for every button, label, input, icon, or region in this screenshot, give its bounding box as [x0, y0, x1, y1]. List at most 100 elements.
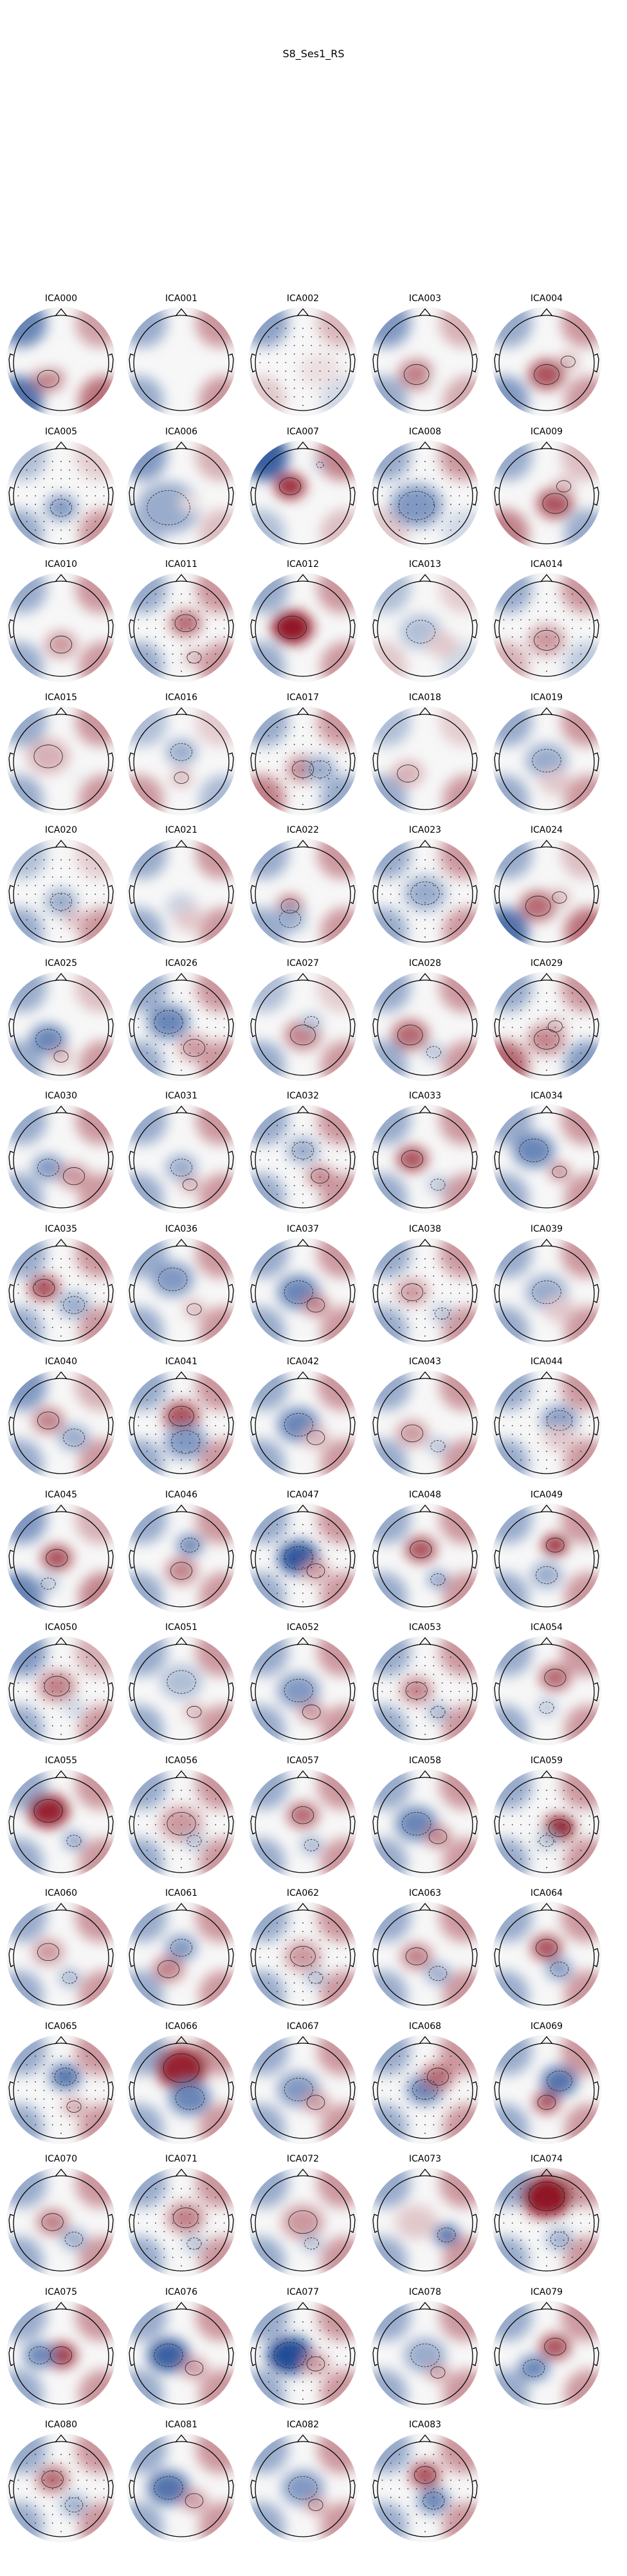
sensor-dot	[390, 2505, 392, 2507]
component-title: ICA080	[44, 2420, 78, 2430]
sensor-dot	[35, 919, 36, 921]
sensor-dot	[424, 1309, 426, 1311]
sensor-dot	[268, 353, 269, 355]
sensor-dot	[60, 2080, 62, 2082]
sensor-dot	[424, 460, 426, 462]
sensor-dot	[277, 387, 278, 389]
head-outline	[255, 2042, 351, 2139]
sensor-dot	[580, 1798, 582, 1799]
sensor-dot	[285, 1167, 287, 1169]
sensor-dot	[206, 636, 208, 638]
sensor-dot	[163, 593, 165, 595]
sensor-dot	[441, 2479, 443, 2481]
sensor-dot	[433, 2072, 435, 2074]
sensor-dot	[35, 1725, 36, 1727]
sensor-dot	[77, 1691, 79, 1692]
sensor-dot	[529, 2222, 531, 2224]
scalp-map	[370, 705, 480, 815]
sensor-dot	[86, 911, 87, 913]
nose-outline	[296, 1504, 309, 1512]
sensor-dot	[60, 1691, 62, 1692]
sensor-dot	[181, 2230, 182, 2232]
sensor-dot	[459, 1275, 460, 1277]
sensor-dot	[572, 602, 573, 604]
sensor-dot	[69, 2072, 71, 2074]
sensor-dot	[26, 1309, 28, 1311]
sensor-dot	[268, 1142, 269, 1144]
sensor-dot	[302, 1549, 304, 1551]
sensor-dot	[51, 2064, 53, 2065]
sensor-dot	[336, 1133, 338, 1135]
sensor-dot	[399, 1682, 400, 1684]
sensor-dot	[520, 1009, 522, 1011]
sensor-dot	[197, 645, 199, 647]
scalp-map	[492, 307, 601, 416]
sensor-dot	[163, 636, 165, 638]
sensor-dot	[415, 867, 417, 869]
sensor-dot	[424, 1335, 426, 1337]
ear-outline	[8, 619, 14, 638]
sensor-dot	[319, 735, 321, 736]
sensor-dot	[328, 1939, 329, 1941]
sensor-dot	[35, 902, 36, 903]
scalp-map	[248, 440, 358, 550]
field-edge-patch	[75, 1104, 116, 1145]
component-title: ICA065	[44, 2021, 78, 2032]
field-source	[520, 891, 557, 922]
sensor-dot	[424, 2505, 426, 2507]
sensor-dot	[336, 1584, 338, 1585]
sensor-dot	[163, 2256, 165, 2258]
field-source	[176, 1534, 203, 1556]
scalp-map	[6, 1902, 116, 2011]
sensor-dot	[424, 2124, 426, 2126]
component-title: ICA006	[165, 426, 198, 437]
sensor-dot	[467, 2098, 469, 2100]
sensor-dot	[155, 1026, 156, 1028]
sensor-dot	[450, 1665, 451, 1667]
topomap-ica045: ICA045	[0, 1490, 122, 1618]
sensor-dot	[51, 1257, 53, 1259]
field-edge-patch	[127, 1503, 167, 1544]
head-outline	[255, 1510, 351, 1608]
field-source	[183, 2234, 205, 2252]
contour-line	[547, 1410, 572, 1431]
field-edge-patch	[370, 376, 408, 416]
sensor-dot	[155, 1001, 156, 1002]
field-edge-patch	[561, 971, 601, 1012]
contour-line	[397, 764, 419, 783]
sensor-dot	[293, 752, 295, 754]
scalp-map	[6, 573, 116, 682]
nose-outline	[55, 2434, 68, 2443]
field-edge-patch	[317, 2167, 358, 2208]
sensor-dot	[572, 2214, 573, 2216]
sensor-dot	[155, 2248, 156, 2250]
sensor-dot	[459, 1292, 460, 1293]
sensor-dot	[223, 1832, 225, 1834]
sensor-dot	[537, 1017, 539, 1019]
sensor-dot	[197, 1399, 199, 1401]
sensor-dot	[511, 2248, 513, 2250]
sensor-dot	[328, 726, 329, 728]
sensor-dot	[155, 1391, 156, 1393]
sensor-dot	[43, 911, 45, 913]
sensor-dot	[51, 1301, 53, 1302]
sensor-dot	[26, 2072, 28, 2074]
sensor-dot	[95, 902, 96, 903]
sensor-dot	[268, 1133, 269, 1135]
field-edge-patch	[492, 1503, 532, 1544]
sensor-dot	[197, 636, 199, 638]
sensor-dot	[441, 876, 443, 878]
sensor-dot	[319, 2321, 321, 2322]
sensor-dot	[293, 387, 295, 389]
sensor-dot	[390, 867, 392, 869]
contour-line	[33, 1279, 55, 1297]
sensor-dot	[450, 1257, 451, 1259]
sensor-dot	[43, 1699, 45, 1701]
head-outline	[498, 1378, 595, 1474]
field-edge-patch	[439, 573, 480, 613]
field-source	[543, 1425, 576, 1450]
contour-line	[41, 2470, 64, 2488]
sensor-dot	[302, 786, 304, 788]
sensor-dot	[277, 1931, 278, 1932]
head-outline	[255, 846, 351, 943]
